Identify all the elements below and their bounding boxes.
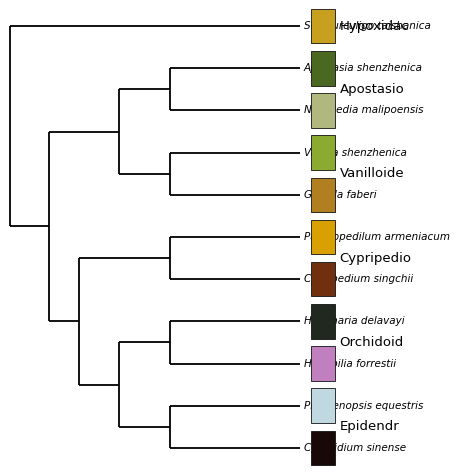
Text: Galeola faberi: Galeola faberi	[304, 190, 376, 200]
Bar	[311, 135, 335, 170]
Bar	[311, 304, 335, 339]
Text: Hemipilia forrestii: Hemipilia forrestii	[304, 359, 396, 369]
Text: Orchidoid: Orchidoid	[340, 336, 404, 349]
Bar	[311, 389, 335, 423]
Text: Vanilla shenzhenica: Vanilla shenzhenica	[304, 147, 407, 158]
Text: Hypoxidac: Hypoxidac	[340, 19, 409, 33]
Text: Paphiopedilum armeniacum: Paphiopedilum armeniacum	[304, 232, 450, 242]
Bar	[311, 177, 335, 212]
Bar	[311, 431, 335, 465]
Text: Neuwiedia malipoensis: Neuwiedia malipoensis	[304, 105, 423, 115]
Text: Apostasio: Apostasio	[340, 83, 404, 96]
Text: Cypripedium singchii: Cypripedium singchii	[304, 274, 413, 284]
Bar	[311, 93, 335, 128]
Bar	[311, 9, 335, 43]
Bar	[311, 51, 335, 85]
Text: Cymbidium sinense: Cymbidium sinense	[304, 443, 406, 453]
Text: Vanilloide: Vanilloide	[340, 167, 404, 180]
Text: Sinocurculigo taishanica: Sinocurculigo taishanica	[304, 21, 431, 31]
Bar	[311, 346, 335, 381]
Text: Apostasia shenzhenica: Apostasia shenzhenica	[304, 63, 423, 73]
Text: Epidendr: Epidendr	[340, 420, 400, 433]
Text: Phalaenopsis equestris: Phalaenopsis equestris	[304, 401, 423, 411]
Bar	[311, 220, 335, 254]
Bar	[311, 262, 335, 297]
Text: Cypripedio: Cypripedio	[340, 252, 411, 264]
Text: Habenaria delavayi: Habenaria delavayi	[304, 316, 405, 327]
